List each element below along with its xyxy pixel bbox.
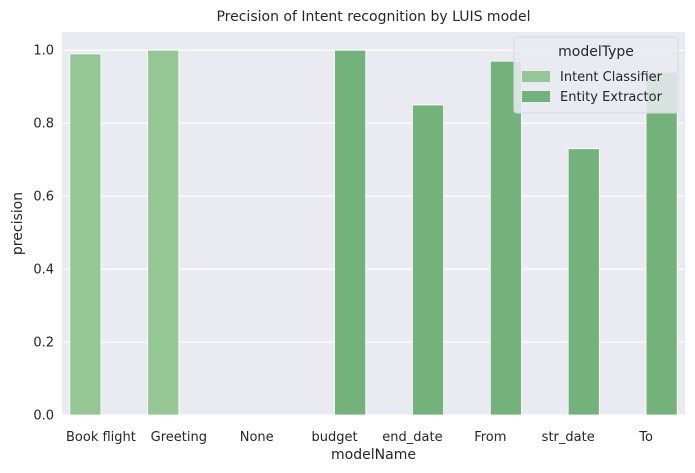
x-tick-label: None	[240, 430, 274, 445]
y-tick-label: 1.0	[33, 44, 54, 59]
bar-book-flight	[69, 53, 102, 416]
legend-swatch	[522, 91, 550, 102]
y-tick-label: 0.0	[33, 409, 54, 424]
x-tick-label: To	[638, 430, 653, 445]
legend-box	[513, 36, 679, 114]
x-axis-ticks: Book flight Greeting None budget end_date Fro…	[66, 430, 653, 445]
bar-str-date	[567, 148, 600, 416]
x-tick-label: budget	[312, 430, 358, 445]
x-tick-label: Greeting	[151, 430, 207, 445]
y-tick-label: 0.2	[33, 336, 54, 351]
bar-end-date	[412, 104, 444, 416]
bar-budget	[334, 49, 367, 416]
y-tick-label: 0.4	[33, 263, 54, 278]
chart-title: Precision of Intent recognition by LUIS …	[216, 9, 530, 25]
x-tick-label: str_date	[542, 430, 595, 445]
y-axis-ticks: 0.0 0.2 0.4 0.6 0.8 1.0	[33, 44, 54, 424]
bar-from	[489, 60, 522, 416]
legend: modelType Intent Classifier Entity Extrac…	[513, 36, 679, 114]
y-tick-label: 0.6	[33, 190, 54, 205]
legend-label: Entity Extractor	[560, 90, 663, 105]
y-tick-label: 0.8	[33, 117, 54, 132]
bars	[69, 49, 678, 416]
bar-greeting	[147, 49, 180, 416]
legend-items: Intent Classifier Entity Extractor	[522, 70, 663, 105]
x-tick-label: From	[474, 430, 506, 445]
bar-to	[645, 71, 678, 416]
y-axis-label: precision	[10, 192, 26, 255]
x-axis-label: modelName	[331, 447, 416, 463]
legend-title: modelType	[558, 44, 634, 60]
x-tick-label: Book flight	[66, 430, 136, 445]
legend-swatch	[522, 71, 550, 82]
legend-label: Intent Classifier	[560, 70, 663, 85]
x-tick-label: end_date	[382, 430, 442, 445]
